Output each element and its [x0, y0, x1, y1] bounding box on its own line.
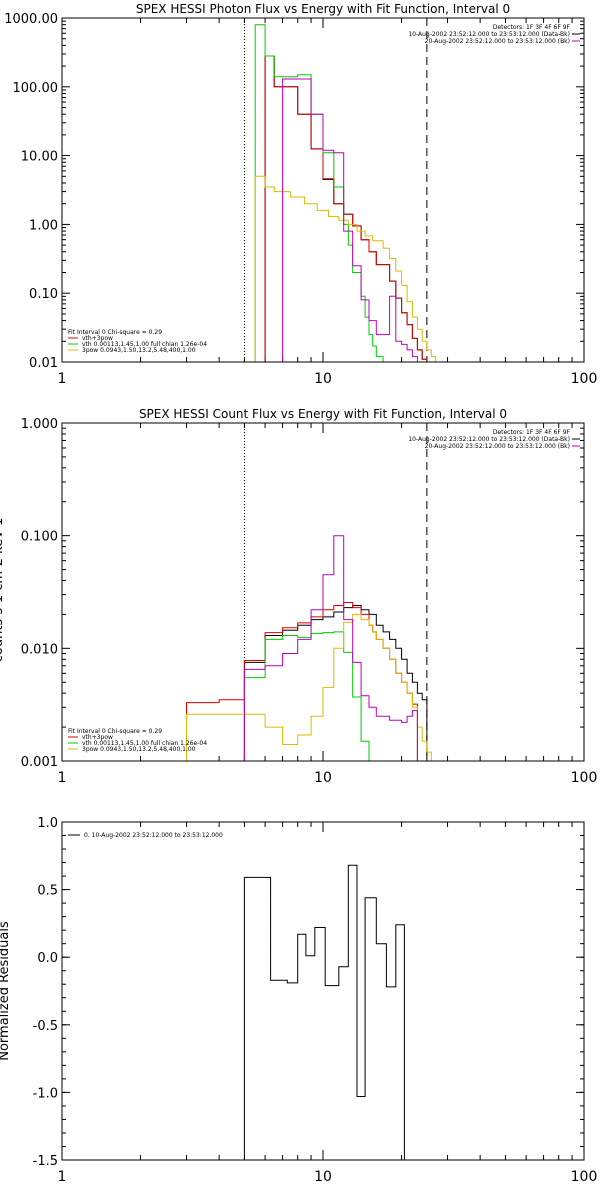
x-tick-label: 1 — [58, 371, 67, 387]
y-tick-label: 0.10 — [29, 287, 58, 302]
y-tick-label: 0.001 — [21, 755, 58, 770]
y-tick-label: -1.5 — [33, 1154, 58, 1169]
series-line-2 — [243, 631, 370, 761]
y-tick-label: 1.000 — [21, 417, 58, 432]
panel-1: SPEX HESSI Photon Flux vs Energy with Fi… — [4, 2, 597, 387]
fit-legend-entry: vth 0.00113,1.45,1.00 full chian 1.26e-0… — [82, 740, 207, 747]
x-tick-label: 10 — [314, 770, 332, 786]
x-tick-label: 10 — [314, 371, 332, 387]
fit-legend-entry: 3pow 0.0943,1.50,13.2,5.48,400,1.00 — [82, 347, 196, 354]
series-line-3 — [254, 175, 441, 362]
y-tick-label: 1000.00 — [4, 12, 58, 27]
x-tick-label: 1 — [58, 770, 67, 786]
y-tick-label: 0.100 — [21, 530, 58, 545]
fit-legend: Fit Interval 0 Chi-square = 0.29vth+3pow… — [68, 329, 207, 354]
x-axis: 1 10 100 — [58, 423, 598, 786]
y-axis-label: Normalized Residuals — [0, 921, 12, 1061]
y-axis: -1.5 -1.0 -0.5 0.0 0.5 1.0 — [33, 816, 584, 1169]
x-tick-label: 100 — [571, 1169, 598, 1185]
y-tick-label: 0.5 — [37, 884, 58, 899]
plot-frame — [61, 17, 585, 363]
data-legend-entry: 20-Aug-2002 23:52:12.000 to 23:53:12.000… — [425, 443, 570, 450]
panel-2: SPEX HESSI Count Flux vs Energy with Fit… — [21, 407, 598, 786]
series-line-0 — [243, 864, 405, 1160]
series-line-3 — [186, 613, 432, 761]
fit-legend-title: Fit Interval 0 Chi-square = 0.29 — [68, 728, 162, 735]
plot-frame — [61, 821, 585, 1161]
residual-legend: 0. 10-Aug-2002 23:52:12.000 to 23:53:12.… — [68, 832, 223, 839]
panel-3: -1.5 -1.0 -0.5 0.0 0.5 1.0 1 10 100 0. 10-Aug-200… — [0, 816, 597, 1185]
series-line-4 — [243, 535, 418, 761]
fit-legend: Fit Interval 0 Chi-square = 0.29vth+3pow… — [68, 728, 207, 753]
fit-legend-title: Fit Interval 0 Chi-square = 0.29 — [68, 329, 162, 336]
plot-frame — [61, 422, 585, 762]
y-axis: 0.01 0.10 1.00 10.00 100.00 1000.00 — [4, 12, 584, 371]
series-line-1 — [264, 55, 428, 362]
data-legend-entry: Detectors: 1F 3F 4F 6F 9F — [493, 429, 571, 436]
fit-legend-entry: vth 0.00113,1.45,1.00 full chian 1.26e-0… — [82, 341, 207, 348]
y-tick-label: 10.00 — [21, 150, 58, 165]
fit-legend-entry: vth+3pow — [82, 335, 113, 342]
data-legend-entry: Detectors: 1F 3F 4F 6F 9F — [493, 24, 571, 31]
y-tick-label: -1.0 — [33, 1086, 58, 1101]
y-tick-label: -0.5 — [33, 1019, 58, 1034]
fit-legend-entry: 3pow 0.0943,1.50,13.2,5.48,400,1.00 — [82, 746, 196, 753]
fit-legend-entry: vth+3pow — [82, 734, 113, 741]
x-tick-label: 100 — [571, 371, 598, 387]
y-tick-label: 1.0 — [37, 816, 58, 831]
count-flux-y-label: counts s-1 cm-2 keV-1 — [0, 518, 6, 663]
y-tick-label: 1.00 — [29, 218, 58, 233]
data-legend-entry: 10-Aug-2002 23:52:12.000 to 23:53:12.000… — [408, 31, 570, 38]
x-axis: 1 10 100 — [58, 822, 598, 1185]
x-tick-label: 10 — [314, 1169, 332, 1185]
y-axis: 0.001 0.010 0.100 1.000 — [21, 417, 584, 770]
y-tick-label: 100.00 — [13, 81, 59, 96]
y-tick-label: 0.010 — [21, 642, 58, 657]
x-tick-label: 100 — [571, 770, 598, 786]
chart-title: SPEX HESSI Count Flux vs Energy with Fit… — [139, 407, 507, 421]
series-line-2 — [254, 24, 384, 362]
series-group — [243, 864, 405, 1160]
series-line-0 — [243, 605, 428, 761]
residual-legend-entry: 0. 10-Aug-2002 23:52:12.000 to 23:53:12.… — [84, 832, 223, 839]
x-axis: 1 10 100 — [58, 18, 598, 387]
y-tick-label: 0.0 — [37, 951, 58, 966]
series-group — [254, 24, 441, 362]
data-legend-entry: 20-Aug-2002 23:52:12.000 to 23:53:12.000… — [425, 38, 570, 45]
data-legend-entry: 10-Aug-2002 23:52:12.000 to 23:53:12.000… — [408, 436, 570, 443]
chart-title: SPEX HESSI Photon Flux vs Energy with Fi… — [136, 2, 510, 16]
series-group — [186, 535, 432, 761]
y-tick-label: 0.01 — [29, 356, 58, 371]
x-tick-label: 1 — [58, 1169, 67, 1185]
series-line-4 — [282, 78, 423, 362]
